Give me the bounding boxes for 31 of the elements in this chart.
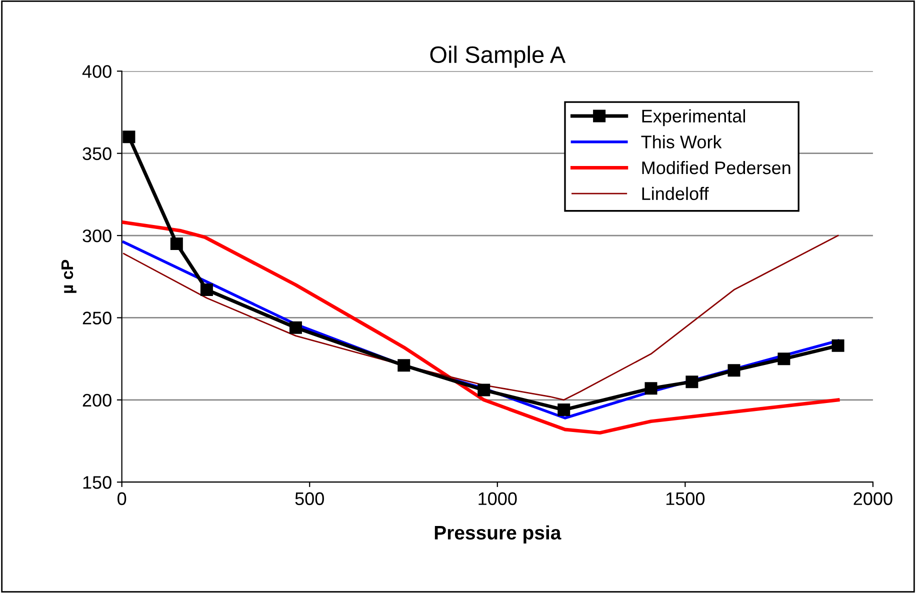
legend-label: Experimental — [642, 109, 745, 126]
x-tick-label: 0 — [118, 492, 126, 506]
y-tick-label: 200 — [82, 394, 112, 407]
legend-label: This Work — [641, 135, 722, 148]
point — [289, 321, 302, 334]
y-axis-title: µ cP — [61, 260, 76, 293]
point — [832, 339, 844, 352]
point — [558, 404, 570, 416]
legend-label: Lindeloff — [642, 186, 709, 200]
line-series — [122, 220, 840, 435]
x-axis-title: Pressure psia — [434, 525, 562, 544]
point — [778, 352, 790, 366]
point — [686, 376, 698, 388]
y-tick-label: 300 — [82, 229, 112, 242]
x-tick-label: 2000 — [854, 492, 892, 506]
legend-label: Modified Pedersen — [642, 160, 790, 174]
chart-title: Oil Sample A — [430, 46, 566, 68]
x-tick-label: 1000 — [478, 492, 517, 506]
y-tick-label: 350 — [82, 147, 112, 160]
y-tick-label: 400 — [82, 65, 112, 78]
y-tick-label: 250 — [82, 312, 112, 324]
point — [122, 130, 136, 144]
point — [398, 359, 410, 372]
point — [200, 284, 213, 296]
x-tick-label: 500 — [295, 492, 324, 506]
point — [728, 364, 740, 377]
point — [644, 382, 658, 395]
x-tick-label: 1500 — [666, 492, 705, 506]
point — [478, 384, 490, 396]
y-tick-label: 150 — [83, 476, 112, 489]
point — [170, 238, 183, 250]
